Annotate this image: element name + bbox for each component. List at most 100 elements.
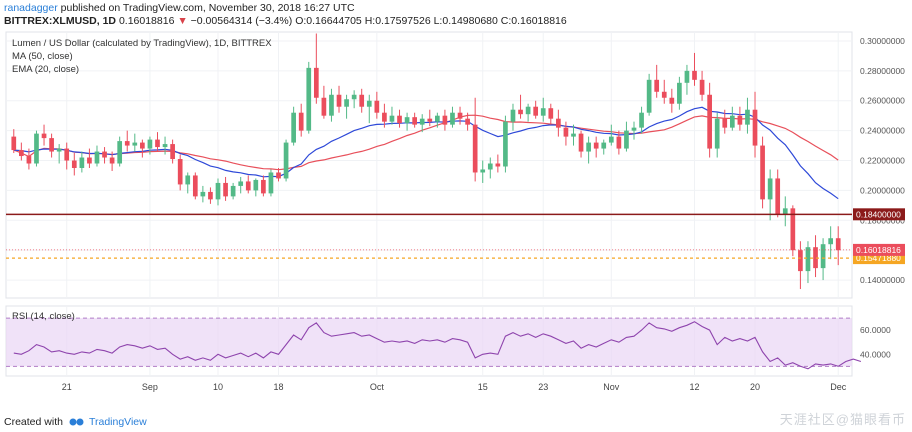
candle-body [510,109,516,122]
candle-body [261,179,266,194]
symbol-label: BITTREX:XLMUSD, 1D [4,15,117,27]
candle-body [268,172,274,194]
candle-body [306,67,312,131]
candle-body [147,139,153,149]
tradingview-logo[interactable]: TradingView [69,416,147,428]
candle-body [677,82,682,104]
chart-header: ranadagger published on TradingView.com,… [4,2,567,28]
footer: Created with TradingView [4,416,147,428]
time-tick-label: 12 [690,382,700,392]
level-label: 0.15471880 [856,253,901,263]
candle-body [351,94,357,100]
candle-body [548,108,554,119]
price-chart[interactable]: 0.30000000 0.28000000 0.26000000 0.24000000… [0,30,912,410]
candle-body [835,238,841,251]
candle-body [646,79,652,113]
candle-body [578,133,584,152]
candle-body [344,99,349,107]
price-tick-label: 0.26000000 [860,96,905,106]
candle-body [737,115,743,125]
candle-body [684,70,690,83]
rsi-tick-label: 60.0000 [860,325,891,335]
open-label: O: [295,15,307,27]
candle-body [752,109,758,146]
ema-legend: EMA (20, close) [12,64,79,75]
candle-body [155,139,160,148]
candle-body [616,136,622,149]
candle-body [185,175,191,185]
last-price-label-bg [853,243,905,256]
candle-body [359,94,365,107]
time-tick-label: 10 [213,382,223,392]
candle-body [782,208,788,215]
candle-body [427,118,433,122]
candle-body [223,182,228,197]
candle-body [639,112,644,128]
price-tick-label: 0.28000000 [860,66,905,76]
candle-body [140,142,145,149]
candle-body [450,112,455,125]
candle-body [291,112,296,143]
candle-body [722,118,728,128]
candle-body [389,115,395,122]
level-label: 0.18400000 [856,209,901,219]
candle-body [699,79,705,95]
candle-body [775,178,781,215]
candle-body [124,141,130,146]
candle-body [745,109,750,125]
candle-body [109,157,115,164]
price-tick-label: 0.22000000 [860,156,905,166]
candle-body [608,136,614,143]
price-tick-label: 0.20000000 [860,185,905,195]
candle-body [41,133,47,139]
last-value: 0.16018816 [118,15,175,27]
candle-body [71,160,77,168]
candle-body [419,118,425,125]
candle-body [162,144,168,148]
ma-50-line [13,114,839,171]
change-arrow-icon: ▼ [177,15,188,27]
candle-body [729,115,735,128]
candle-body [813,247,818,269]
candle-body [94,151,100,164]
candle-body [56,148,62,152]
candle-body [518,109,523,115]
price-tick-label: 0.14000000 [860,275,905,285]
watermark: 天涯社区@猫眼看币 [779,412,906,427]
candle-body [215,182,221,200]
candle-body [170,144,175,160]
candle-body [495,163,501,167]
candle-body [556,118,561,128]
candle-body [805,247,811,272]
rsi-tick-label: 40.0000 [860,349,891,359]
ma-legend: MA (50, close) [12,51,73,62]
candle-body [49,138,54,152]
candle-body [11,136,17,151]
price-tick-label: 0.30000000 [860,36,905,46]
candle-body [200,191,206,197]
time-tick-label: Oct [370,382,385,392]
candle-body [404,117,410,124]
candle-body [767,178,773,200]
candle-body [601,142,607,149]
candle-body [820,244,826,269]
candle-body [435,115,440,122]
candle-body [487,163,493,170]
candle-body [661,91,667,98]
candle-body [828,238,833,245]
time-tick-label: Nov [603,382,620,392]
candle-body [64,148,70,161]
candle-body [540,108,546,116]
candle-body [253,179,259,191]
tradingview-icon [69,418,84,426]
candle-body [760,145,765,200]
close-value: 0.16018816 [511,15,567,27]
author-link[interactable]: ranadagger [4,2,58,14]
time-tick-label: 20 [750,382,760,392]
rsi-legend: RSI (14, close) [12,311,75,322]
candle-body [533,106,539,116]
time-tick-label: 18 [274,382,284,392]
time-tick-label: 21 [62,382,72,392]
candle-body [374,100,380,113]
candle-body [87,157,92,164]
